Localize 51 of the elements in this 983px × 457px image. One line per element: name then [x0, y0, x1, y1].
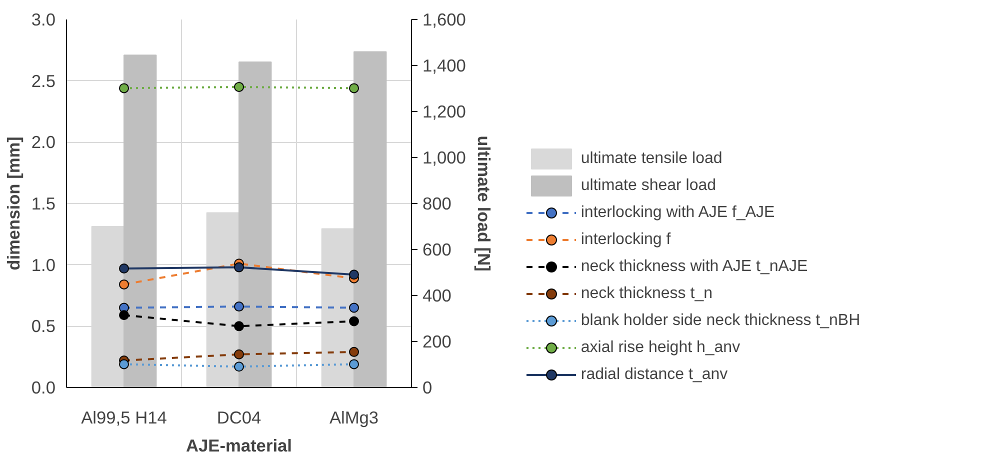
- point: [234, 362, 244, 372]
- x-axis-title: AJE-material: [186, 436, 292, 456]
- point: [119, 264, 129, 274]
- point: [349, 359, 359, 370]
- y-tick-label: 1.5: [31, 194, 56, 214]
- point: [234, 321, 244, 332]
- y2-tick-label: 1,200: [422, 102, 466, 122]
- legend-label: axial rise height h_anv: [580, 338, 740, 358]
- bar: [354, 51, 387, 388]
- y2-tick-label: 600: [422, 240, 452, 260]
- point: [349, 270, 359, 280]
- point: [234, 82, 244, 92]
- legend-label: neck thickness with AJE t_nAJE: [580, 256, 808, 276]
- y2-tick-label: 1,600: [422, 10, 466, 30]
- legend-label: interlocking with AJE f_AJE: [580, 202, 775, 222]
- point: [349, 83, 359, 94]
- point: [119, 279, 129, 290]
- y2-tick-label: 1,400: [422, 56, 466, 76]
- x-tick-label: Al99,5 H14: [81, 408, 168, 428]
- bar: [238, 62, 272, 388]
- y2-tick-label: 400: [422, 286, 452, 306]
- point: [234, 262, 244, 272]
- y2-tick-label: 1,000: [422, 148, 466, 168]
- point: [119, 83, 129, 94]
- x-tick-label: DC04: [216, 408, 262, 428]
- y2-axis-title: ultimate load [N]: [474, 136, 494, 272]
- y-tick-label: 2.5: [31, 70, 56, 91]
- point: [234, 302, 244, 312]
- legend-label: interlocking f: [580, 230, 671, 250]
- y-axis-title: dimension [mm]: [3, 136, 24, 270]
- y-tick-label: 3.0: [31, 10, 56, 30]
- point: [349, 346, 359, 357]
- point: [234, 349, 244, 360]
- y-tick-label: 2.0: [31, 132, 56, 152]
- point: [349, 316, 359, 326]
- point: [119, 359, 129, 370]
- point: [349, 302, 359, 313]
- y-tick-label: 0.0: [31, 378, 56, 398]
- legend-label: neck thickness t_n: [580, 284, 712, 304]
- legend-label: ultimate shear load: [580, 176, 716, 196]
- legend-label: blank holder side neck thickness t_nBH: [580, 310, 860, 330]
- y-tick-label: 0.5: [31, 316, 56, 336]
- point: [119, 310, 129, 320]
- y2-tick-label: 200: [422, 332, 452, 352]
- legend-label: radial distance t_anv: [580, 364, 728, 384]
- legend-label: ultimate tensile load: [580, 148, 722, 168]
- y2-tick-label: 0: [422, 378, 432, 398]
- bar: [124, 54, 157, 388]
- y-tick-label: 1.0: [31, 254, 56, 275]
- y2-tick-label: 800: [422, 194, 452, 214]
- x-tick-label: AlMg3: [329, 408, 379, 428]
